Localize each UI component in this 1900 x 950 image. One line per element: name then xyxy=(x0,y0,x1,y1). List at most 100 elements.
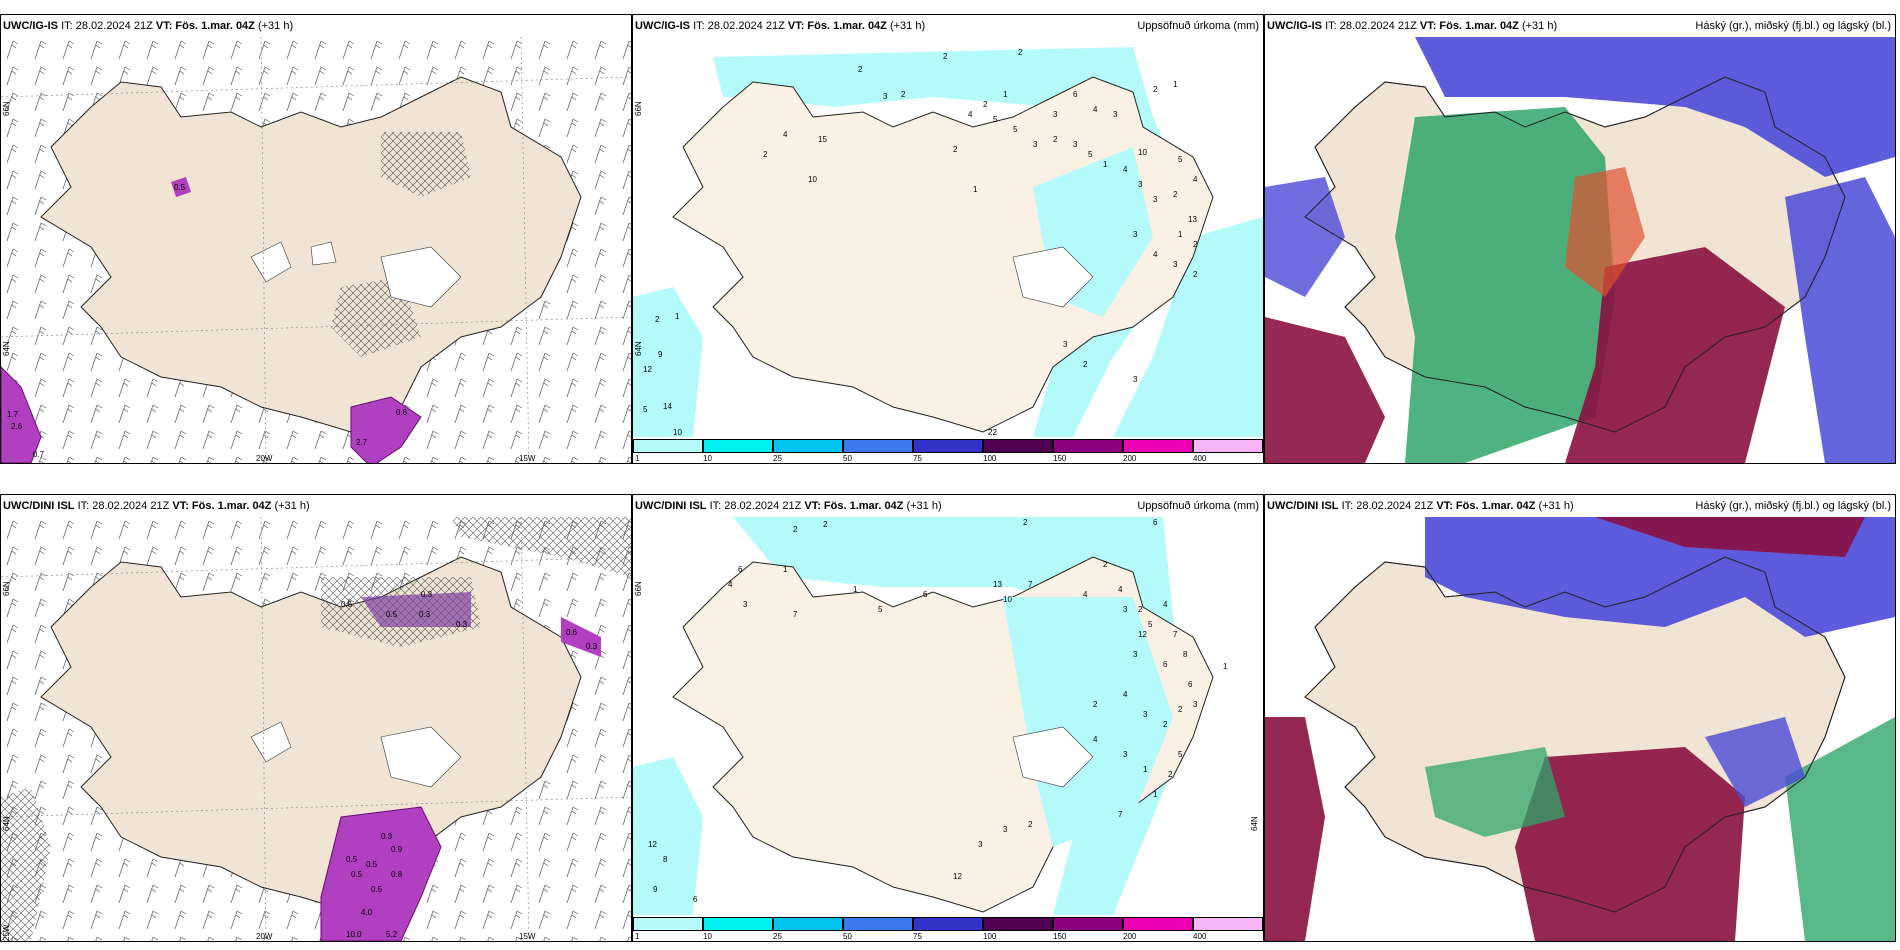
lat-label: 64N xyxy=(1250,816,1259,831)
svg-text:3: 3 xyxy=(1123,605,1128,614)
svg-text:0.5: 0.5 xyxy=(366,860,378,869)
svg-text:1: 1 xyxy=(1178,230,1183,239)
panel-precip-igis: UWC/IG-IS IT: 28.02.2024 21Z VT: Fös. 1.… xyxy=(632,14,1264,464)
svg-text:2: 2 xyxy=(1173,190,1178,199)
svg-text:3: 3 xyxy=(1133,650,1138,659)
panel-title: Háský (gr.), miðský (fj.bl.) og lágský (… xyxy=(1695,500,1891,512)
panel-header: UWC/DINI ISL IT: 28.02.2024 21Z VT: Fös.… xyxy=(3,497,629,515)
graticule xyxy=(1,517,631,941)
valid-time: VT: Fös. 1.mar. 04Z xyxy=(155,20,255,32)
colorbar-segment xyxy=(633,439,703,453)
svg-text:10: 10 xyxy=(673,428,682,437)
valid-time: VT: Fös. 1.mar. 04Z xyxy=(1419,20,1519,32)
colorbar-segment xyxy=(1053,917,1123,931)
svg-text:2: 2 xyxy=(1138,605,1143,614)
low-cloud-area xyxy=(1265,717,1325,941)
map-area xyxy=(1265,517,1895,941)
lead-time: (+31 h) xyxy=(257,20,294,32)
svg-text:14: 14 xyxy=(663,402,672,411)
svg-text:4: 4 xyxy=(1093,105,1098,114)
value-label: 0.6 xyxy=(396,408,408,417)
svg-text:13: 13 xyxy=(1188,215,1197,224)
svg-text:1: 1 xyxy=(1223,662,1228,671)
snow-hatch xyxy=(1,787,51,941)
colorbar-segment xyxy=(913,917,983,931)
model-name: UWC/DINI ISL xyxy=(635,500,707,512)
panel-title: Háský (gr.), miðský (fj.bl.) og lágský (… xyxy=(1695,20,1891,32)
lon-label: 15W xyxy=(519,932,536,941)
precip-map: 2 2 2 3 2 2 1 3 4 5 5 6 4 3 2 1 15 10 4 … xyxy=(633,37,1263,437)
low-cloud-area xyxy=(1565,247,1785,463)
svg-text:15: 15 xyxy=(818,135,827,144)
colorbar-tick: 50 xyxy=(843,454,852,463)
precip-colorbar: 1 10 25 50 75 100 150 200 400 xyxy=(633,915,1263,941)
lat-label: 66N xyxy=(634,101,643,116)
svg-text:10: 10 xyxy=(1138,148,1147,157)
colorbar-segment xyxy=(773,439,843,453)
svg-text:4: 4 xyxy=(728,580,733,589)
lead-time: (+31 h) xyxy=(1521,20,1558,32)
value-label: 0.5 xyxy=(174,183,186,192)
map-area: 2 2 2 6 6 4 1 3 7 6 1 5 13 10 7 4 2 4 3 … xyxy=(633,517,1263,915)
svg-text:2: 2 xyxy=(983,100,988,109)
glacier xyxy=(250,721,292,763)
svg-text:5.2: 5.2 xyxy=(386,930,398,939)
coastline xyxy=(1304,76,1846,433)
precip-area xyxy=(1003,597,1173,847)
svg-text:3: 3 xyxy=(743,600,748,609)
colorbar-tick: 10 xyxy=(703,454,712,463)
svg-text:0.5: 0.5 xyxy=(346,855,358,864)
colorbar-segment xyxy=(1053,439,1123,453)
svg-text:1: 1 xyxy=(853,585,858,594)
snow-hatch xyxy=(381,132,471,197)
high-cloud-area xyxy=(1785,717,1895,941)
colorbar-segment xyxy=(1123,439,1193,453)
svg-text:0.8: 0.8 xyxy=(391,870,403,879)
colorbar-tick: 1 xyxy=(635,932,640,941)
svg-text:6: 6 xyxy=(738,565,743,574)
snow-hatch xyxy=(451,517,631,577)
svg-text:12: 12 xyxy=(643,365,652,374)
svg-text:3: 3 xyxy=(1173,260,1178,269)
colorbar-tick: 75 xyxy=(913,932,922,941)
svg-text:22: 22 xyxy=(988,428,997,437)
svg-text:0.5: 0.5 xyxy=(386,610,398,619)
svg-text:5: 5 xyxy=(878,605,883,614)
precip-area xyxy=(1113,217,1263,437)
precip-area xyxy=(633,287,703,437)
svg-text:2: 2 xyxy=(1023,518,1028,527)
svg-text:3: 3 xyxy=(1153,195,1158,204)
colorbar-tick: 10 xyxy=(703,932,712,941)
svg-text:8: 8 xyxy=(1183,650,1188,659)
colorbar-tick: 50 xyxy=(843,932,852,941)
model-name: UWC/DINI ISL xyxy=(3,500,75,512)
high-cloud-area xyxy=(1425,747,1565,837)
svg-text:4: 4 xyxy=(1083,590,1088,599)
colorbar-segment xyxy=(913,439,983,453)
svg-text:4: 4 xyxy=(1163,600,1168,609)
colorbar-segment xyxy=(773,917,843,931)
panel-header: UWC/IG-IS IT: 28.02.2024 21Z VT: Fös. 1.… xyxy=(635,17,1261,35)
svg-text:5: 5 xyxy=(1088,150,1093,159)
model-name: UWC/DINI ISL xyxy=(1267,500,1339,512)
svg-text:5: 5 xyxy=(1178,750,1183,759)
mid-cloud-area xyxy=(1265,177,1345,297)
svg-text:13: 13 xyxy=(993,580,1002,589)
svg-text:7: 7 xyxy=(1173,630,1178,639)
svg-text:12: 12 xyxy=(1138,630,1147,639)
precip-map: 2 2 2 6 6 4 1 3 7 6 1 5 13 10 7 4 2 4 3 … xyxy=(633,517,1263,915)
colorbar-segment xyxy=(633,917,703,931)
svg-text:1: 1 xyxy=(973,185,978,194)
svg-text:12: 12 xyxy=(648,840,657,849)
svg-text:3: 3 xyxy=(978,840,983,849)
panel-header: UWC/DINI ISL IT: 28.02.2024 21Z VT: Fös.… xyxy=(635,497,1261,515)
svg-text:2: 2 xyxy=(858,65,863,74)
iceland-land xyxy=(40,556,582,913)
svg-text:2: 2 xyxy=(1163,720,1168,729)
svg-text:2: 2 xyxy=(1053,135,1058,144)
colorbar-tick: 200 xyxy=(1123,454,1137,463)
svg-text:3: 3 xyxy=(1133,375,1138,384)
svg-text:3: 3 xyxy=(883,92,888,101)
svg-text:1: 1 xyxy=(1003,90,1008,99)
low-cloud-area xyxy=(1595,517,1865,557)
